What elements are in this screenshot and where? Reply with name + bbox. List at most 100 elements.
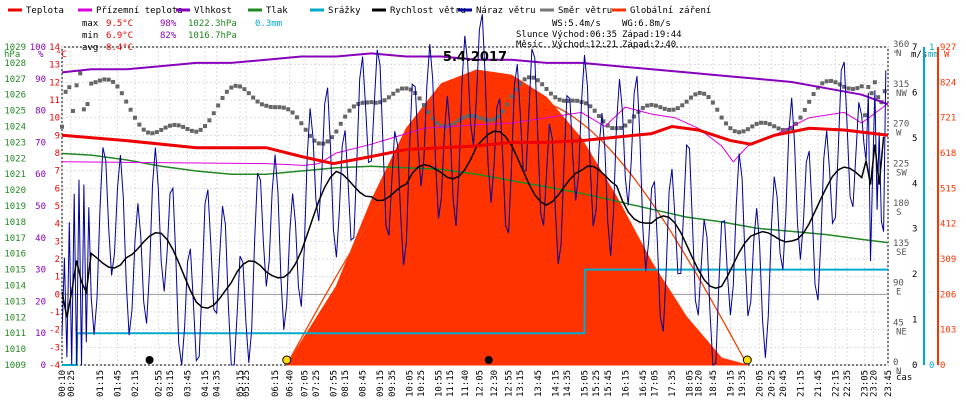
wind-direction-point bbox=[378, 100, 383, 105]
dir-tick-name: NW bbox=[896, 89, 907, 99]
wind-direction-point bbox=[421, 103, 426, 108]
x-tick-label: 21:45 bbox=[814, 370, 824, 397]
wind-direction-point bbox=[93, 80, 98, 85]
wind-direction-point bbox=[776, 126, 781, 131]
wind-direction-point bbox=[185, 126, 190, 131]
wind-direction-point bbox=[846, 86, 851, 91]
stat-max-hum: 98% bbox=[160, 19, 177, 29]
wind-direction-point bbox=[426, 110, 431, 115]
axis-title-ms: m/s bbox=[911, 50, 927, 60]
wind-direction-point bbox=[592, 108, 597, 113]
wind-direction-point bbox=[518, 81, 523, 86]
wind-direction-point bbox=[141, 127, 146, 132]
wind-direction-point bbox=[452, 120, 457, 125]
temp-tick-label: 10 bbox=[49, 114, 60, 124]
wind-direction-point bbox=[268, 104, 273, 109]
wind-direction-point bbox=[111, 79, 116, 84]
wind-direction-point bbox=[811, 92, 816, 97]
x-tick-label: 23:20 bbox=[869, 370, 879, 397]
stats-block: max 9.5°C 98% 1022.3hPa 0.3mm min 6.9°C … bbox=[82, 19, 282, 53]
dir-tick-label: 45 bbox=[893, 318, 904, 328]
dir-tick-label: 90 bbox=[893, 279, 904, 289]
temp-tick-label: 7 bbox=[55, 167, 60, 177]
wind-direction-point bbox=[535, 78, 540, 83]
x-tick-label: 05:25 bbox=[242, 370, 252, 397]
temp-tick-label: 6 bbox=[55, 184, 60, 194]
x-tick-label: 18:20 bbox=[694, 370, 704, 397]
hpa-tick-label: 1028 bbox=[4, 59, 26, 69]
stat-min-temp: 6.9°C bbox=[106, 31, 133, 41]
pct-tick-label: 30 bbox=[35, 266, 46, 276]
w-tick-label: 618 bbox=[940, 149, 956, 159]
w-tick-label: 721 bbox=[940, 114, 956, 124]
x-tick-label: 06:40 bbox=[286, 370, 296, 397]
stat-max-temp: 9.5°C bbox=[106, 19, 133, 29]
wind-direction-point bbox=[719, 115, 724, 120]
wind-direction-point bbox=[246, 91, 251, 96]
x-tick-label: 02:15 bbox=[131, 370, 141, 397]
wind-direction-point bbox=[715, 107, 720, 112]
legend-label: Vlhkost bbox=[194, 6, 232, 16]
wind-direction-point bbox=[207, 118, 212, 123]
wind-direction-point bbox=[106, 77, 111, 82]
x-tick-label: 11:15 bbox=[446, 370, 456, 397]
pct-tick-label: 0 bbox=[41, 361, 46, 371]
wind-direction-point bbox=[60, 124, 64, 129]
wind-direction-point bbox=[238, 84, 243, 89]
temp-tick-label: 5 bbox=[55, 202, 60, 212]
temp-tick-label: 8 bbox=[55, 149, 60, 159]
wind-direction-point bbox=[294, 115, 299, 120]
x-tick-label: 15:25 bbox=[592, 370, 602, 397]
hpa-tick-label: 1012 bbox=[4, 313, 26, 323]
astro-sun-label: Slunce bbox=[516, 30, 549, 40]
x-tick-label: 04:35 bbox=[213, 370, 223, 397]
stat-min-label: min bbox=[82, 31, 98, 41]
x-tick-label: 02:55 bbox=[154, 370, 164, 397]
pressure-line bbox=[61, 152, 889, 244]
x-tick-label: 08:45 bbox=[359, 370, 369, 397]
wind-gust-line bbox=[61, 14, 887, 366]
ms-tick-label: 1 bbox=[912, 316, 917, 326]
dir-tick-label: 315 bbox=[893, 80, 909, 90]
pct-tick-label: 100 bbox=[30, 43, 46, 53]
wind-direction-point bbox=[224, 89, 229, 94]
x-tick-label: 12:30 bbox=[490, 370, 500, 397]
x-tick-label: 07:05 bbox=[300, 370, 310, 397]
hpa-tick-label: 1021 bbox=[4, 170, 26, 180]
wind-direction-point bbox=[863, 113, 868, 118]
pct-tick-label: 70 bbox=[35, 138, 46, 148]
wind-direction-point bbox=[601, 119, 606, 124]
wind-direction-point bbox=[334, 129, 339, 134]
w-tick-label: 824 bbox=[940, 78, 956, 88]
dir-tick-name: SE bbox=[896, 248, 907, 258]
axis-title-temp: °C bbox=[56, 50, 67, 60]
hpa-tick-label: 1016 bbox=[4, 250, 26, 260]
x-tick-label: 07:25 bbox=[312, 370, 322, 397]
x-tick-label: 23:05 bbox=[861, 370, 871, 397]
hpa-tick-label: 1014 bbox=[4, 282, 26, 292]
wind-direction-point bbox=[290, 110, 295, 115]
hpa-tick-label: 1017 bbox=[4, 234, 26, 244]
wind-direction-point bbox=[627, 119, 632, 124]
w-tick-label: 927 bbox=[940, 43, 956, 53]
wind-direction-point bbox=[737, 130, 742, 135]
wind-direction-point bbox=[605, 123, 610, 128]
wind-direction-point bbox=[513, 87, 518, 92]
wind-direction-point bbox=[259, 102, 264, 107]
x-tick-label: 13:15 bbox=[516, 370, 526, 397]
wind-direction-point bbox=[395, 88, 400, 93]
ms-tick-label: 7 bbox=[912, 43, 917, 53]
wind-direction-point bbox=[211, 111, 216, 116]
wind-direction-point bbox=[767, 122, 772, 127]
wind-direction-point bbox=[500, 109, 505, 114]
x-tick-label: 19:15 bbox=[726, 370, 736, 397]
x-tick-label: 20:45 bbox=[779, 370, 789, 397]
wind-direction-point bbox=[150, 131, 155, 136]
wind-direction-point bbox=[194, 129, 199, 134]
wind-direction-point bbox=[351, 104, 356, 109]
wind-direction-point bbox=[198, 127, 203, 132]
axis-title-hpa: hPa bbox=[4, 50, 20, 60]
wind-direction-point bbox=[81, 107, 86, 112]
x-tick-label: 16:45 bbox=[639, 370, 649, 397]
wind-direction-point bbox=[408, 87, 413, 92]
